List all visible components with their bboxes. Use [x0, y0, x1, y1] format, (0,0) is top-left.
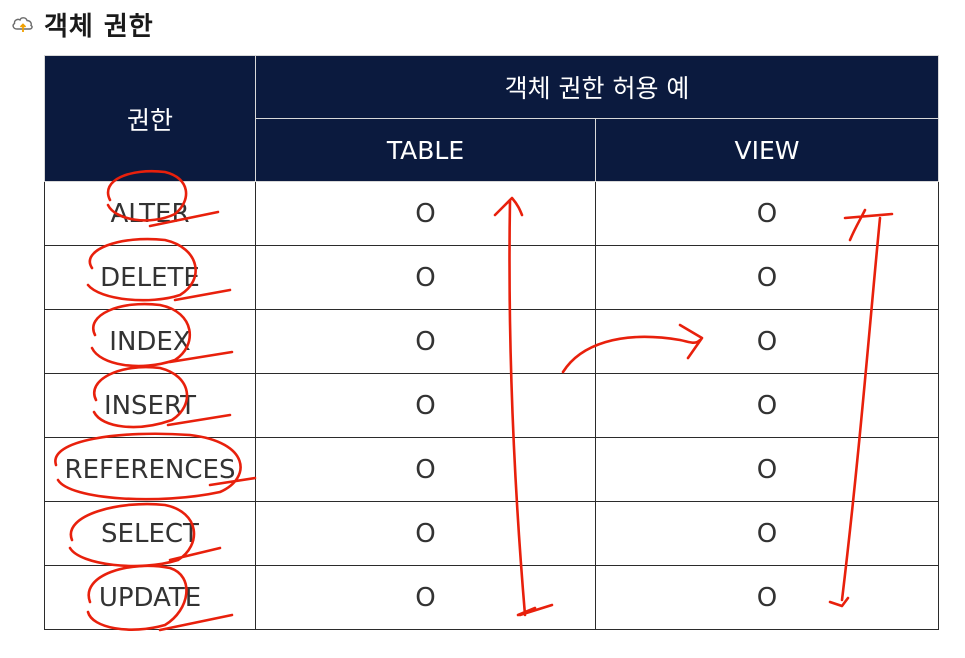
table-row: ALTER O O: [44, 181, 939, 246]
table-cell: O: [255, 501, 596, 566]
table-cell: O: [255, 437, 596, 502]
table-cell: O: [255, 373, 596, 438]
privilege-cell: SELECT: [44, 501, 256, 566]
table-row: REFERENCES O O: [44, 437, 939, 502]
view-cell: O: [595, 309, 939, 374]
view-cell: O: [595, 181, 939, 246]
view-cell: O: [595, 565, 939, 630]
cloud-upload-icon: [10, 11, 36, 37]
header-view: VIEW: [595, 118, 939, 182]
privilege-cell: REFERENCES: [44, 437, 256, 502]
privilege-cell: ALTER: [44, 181, 256, 246]
table-row: SELECT O O: [44, 501, 939, 566]
view-cell: O: [595, 437, 939, 502]
page-title: 객체 권한: [44, 11, 154, 42]
header-table: TABLE: [255, 118, 596, 182]
table-cell: O: [255, 309, 596, 374]
table-cell: O: [255, 565, 596, 630]
table-row: INSERT O O: [44, 373, 939, 438]
privilege-cell: INDEX: [44, 309, 256, 374]
view-cell: O: [595, 373, 939, 438]
view-cell: O: [595, 501, 939, 566]
section-title: 객체 권한: [10, 4, 154, 44]
table-cell: O: [255, 245, 596, 310]
view-cell: O: [595, 245, 939, 310]
object-privilege-table: 권한 객체 권한 허용 예 TABLE VIEW ALTER O O DELET…: [44, 55, 939, 630]
privilege-cell: DELETE: [44, 245, 256, 310]
header-privilege: 권한: [44, 55, 256, 182]
privilege-cell: UPDATE: [44, 565, 256, 630]
table-row: UPDATE O O: [44, 565, 939, 630]
header-group: 객체 권한 허용 예: [255, 55, 939, 119]
table-cell: O: [255, 181, 596, 246]
table-row: INDEX O O: [44, 309, 939, 374]
privilege-cell: INSERT: [44, 373, 256, 438]
table-row: DELETE O O: [44, 245, 939, 310]
